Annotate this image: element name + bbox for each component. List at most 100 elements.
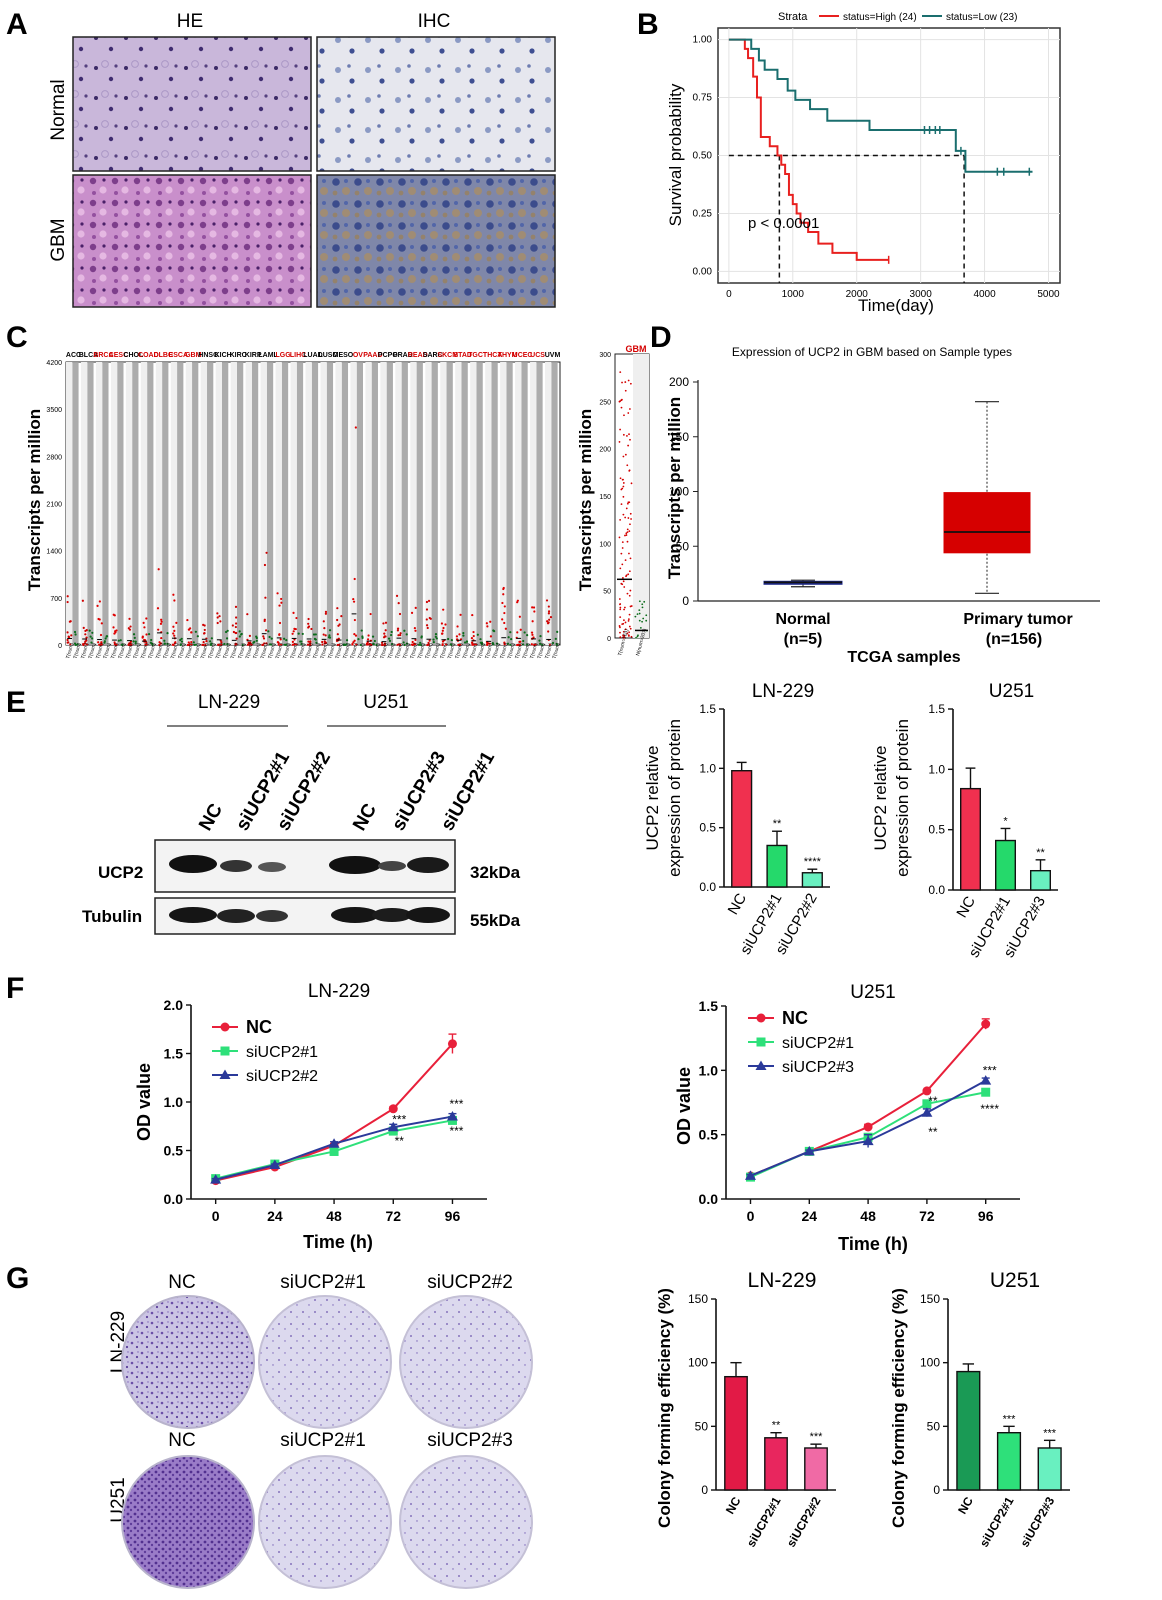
data-point <box>388 1104 398 1114</box>
tumor-dot <box>291 632 294 635</box>
cancer-band <box>485 362 492 645</box>
x-tick-label: 2000 <box>846 289 869 300</box>
cancer-band <box>521 362 528 645</box>
normal-dot <box>638 619 641 622</box>
tumor-dot <box>428 639 431 642</box>
tumor-dot <box>630 635 633 638</box>
tumor-dot <box>173 634 176 637</box>
normal-dot <box>636 613 639 616</box>
tumor-dot <box>216 616 219 619</box>
tumor-dot <box>628 625 631 628</box>
blot-band <box>220 860 252 872</box>
normal-dot <box>328 634 331 637</box>
x-tick-label: T(num) <box>162 642 172 659</box>
x-tick-label: T(num) <box>155 642 165 659</box>
tumor-dot <box>85 643 88 646</box>
y-tick-label: 1.5 <box>699 702 716 716</box>
x-tick-label: 0 <box>747 1208 755 1224</box>
km-curve-high <box>728 38 889 261</box>
normal-dot <box>510 638 513 641</box>
tumor-dot <box>337 637 340 640</box>
tumor-dot <box>618 536 621 539</box>
x-tick-label: 5000 <box>1037 289 1060 300</box>
y-tick-label: 3500 <box>46 407 62 414</box>
tumor-dot <box>235 643 238 646</box>
x-tick-label: T(num) <box>469 642 479 659</box>
significance-label: *** <box>449 1124 463 1138</box>
tumor-dot <box>175 621 178 624</box>
tumor-dot <box>250 643 253 646</box>
normal-dot <box>447 637 450 641</box>
tumor-dot <box>97 641 100 644</box>
g-u251-bar-chart: U251 0 50 100 150 NC *** siUCP2#1 *** siUCP2#3 <box>920 1269 1070 1549</box>
tumor-dot <box>440 632 444 635</box>
normal-dot <box>314 633 317 636</box>
colony-plate <box>258 1455 392 1589</box>
tumor-dot <box>532 606 536 609</box>
tumor-dot <box>352 641 355 644</box>
tumor-dot <box>619 636 622 639</box>
y-tick-label: 1.00 <box>693 35 713 46</box>
legend-marker <box>220 1046 230 1056</box>
y-tick-label: 300 <box>599 352 611 359</box>
cancer-band <box>365 362 372 645</box>
cancer-label: OV <box>353 352 363 359</box>
tumor-dot <box>485 622 488 625</box>
g-cond-2-1: NC <box>168 1430 195 1451</box>
tumor-dot <box>204 643 207 647</box>
tumor-dot <box>160 618 163 621</box>
normal-dot <box>522 643 525 646</box>
x-tick-label: 0 <box>212 1208 220 1224</box>
d-group-tumor: Primary tumor <box>963 611 1072 628</box>
x-tick-label: 72 <box>919 1208 935 1224</box>
tumor-dot <box>128 628 132 631</box>
tumor-dot <box>232 630 235 634</box>
tumor-dot <box>619 428 621 431</box>
panel-label-a: A <box>6 8 28 41</box>
normal-dot <box>491 642 494 645</box>
tumor-dot <box>172 643 175 647</box>
normal-dot <box>645 619 648 622</box>
y-tick-label: 0.0 <box>699 1191 719 1207</box>
tumor-dot <box>518 615 521 618</box>
tumor-dot <box>502 593 505 596</box>
x-tick-label: siUCP2#1 <box>744 1494 784 1549</box>
legend-title: Strata <box>778 11 808 23</box>
data-point <box>269 1159 281 1170</box>
d-group-normal-n: (n=5) <box>784 631 823 648</box>
km-legend: Strata status=High (24) status=Low (23) <box>778 11 1017 23</box>
tumor-dot <box>279 643 283 646</box>
tumor-dot <box>367 643 370 646</box>
cancer-band <box>110 362 118 645</box>
tumor-dot <box>619 606 622 609</box>
tumor-dot <box>190 643 193 646</box>
tumor-dot <box>355 643 358 646</box>
normal-dot <box>435 637 438 640</box>
colony-plate <box>121 1295 255 1429</box>
tumor-dot <box>619 631 621 634</box>
normal-dot <box>119 639 122 642</box>
tumor-dot <box>626 592 629 595</box>
cancer-label: KIRC <box>230 352 247 359</box>
cancer-label: CHOL <box>123 352 144 359</box>
tumor-dot <box>220 641 223 644</box>
normal-dot <box>150 638 153 642</box>
tumor-dot <box>621 623 624 626</box>
tumor-dot <box>293 638 296 641</box>
bar <box>764 1437 788 1491</box>
tumor-dot <box>623 619 625 622</box>
tumor-dot <box>622 482 625 484</box>
x-tick-label: T(num) <box>215 642 225 659</box>
tumor-dot <box>621 583 624 586</box>
tumor-dot <box>625 575 627 578</box>
normal-dot <box>209 640 212 643</box>
x-tick-label: T(num) <box>312 642 322 659</box>
g2-ylabel: Colony forming efficiency (%) <box>889 1288 908 1528</box>
y-tick-label: 0.5 <box>164 1143 184 1159</box>
y-tick-label: 2800 <box>46 454 62 461</box>
e-lane-4: NC <box>349 800 381 835</box>
tumor-dot <box>141 636 144 639</box>
tumor-dot <box>81 599 84 602</box>
tumor-dot <box>630 518 632 520</box>
tumor-dot <box>247 643 250 646</box>
